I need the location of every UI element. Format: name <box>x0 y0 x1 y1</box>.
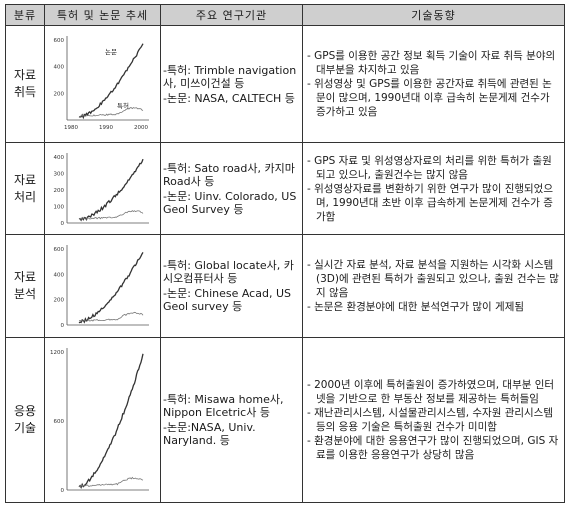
y-tick-label: 400 <box>54 155 65 161</box>
institution-item: -논문: NASA, CALTECH 등 <box>163 91 295 105</box>
trend-item: - 재난관리시스템, 시설물관리시스템, 수자원 관리시스템 등의 응용 기술은… <box>307 407 553 433</box>
institutions-cell: -특허: Sato road사, 카지마 Road사 등 -논문: Uinv. C… <box>160 142 303 235</box>
category-label: 취득 <box>13 85 37 99</box>
y-tick-label: 600 <box>54 419 65 425</box>
y-tick-label: 100 <box>54 204 65 210</box>
series-label: 특허 <box>117 101 129 110</box>
trend-item: - 논문은 환경분야에 대한 분석연구가 많이 게제됨 <box>307 301 525 313</box>
institution-item: -특허: Trimble navigation사, 미쓰이건설 등 <box>163 63 297 90</box>
y-tick-label: 0 <box>61 221 65 227</box>
header-row: 분류 특허 및 논문 추세 주요 연구기관 기술동향 <box>5 4 565 26</box>
y-tick-label: 200 <box>54 298 65 304</box>
series-label: 논문 <box>105 48 117 56</box>
category-label: 분석 <box>13 287 37 301</box>
trend-cell: - 2000년 이후에 특허출원이 증가하였으며, 대부분 인터넷을 기반으로 … <box>302 337 565 503</box>
patent-series-line <box>78 476 144 487</box>
category-label: 자료 <box>13 270 37 284</box>
institution-item: -논문: Chinese Acad, US Geol survey 등 <box>163 287 291 313</box>
category-label: 응용 <box>13 404 37 418</box>
patent-series-line <box>78 311 144 322</box>
y-tick-label: 0 <box>61 323 65 329</box>
x-tick-label: 2000 <box>134 125 148 131</box>
trend-cell: - GPS 자료 및 위성영상자료의 처리를 위한 특허가 출원되고 있으나, … <box>302 142 565 235</box>
trend-chart: 1200 600 0 <box>50 348 149 494</box>
institution-item: -논문: Uinv. Colorado, US Geol Survey 등 <box>163 189 297 216</box>
y-tick-label: 600 <box>54 247 65 253</box>
y-tick-label: 200 <box>54 188 65 194</box>
patent-series-line <box>78 209 144 220</box>
x-tick-label: 1980 <box>64 125 78 131</box>
y-tick-label: 400 <box>54 272 65 278</box>
y-tick-label: 600 <box>54 38 65 44</box>
trend-item: - 환경분야에 대한 응용연구가 많이 진행되었으며, GIS 자료를 이용한 … <box>307 435 559 461</box>
paper-series-line <box>78 158 144 222</box>
header-trend: 기술동향 <box>302 4 565 26</box>
category-label: 자료 <box>13 68 37 82</box>
y-tick-label: 400 <box>54 65 65 71</box>
chart-cell: 400 300 200 100 0 <box>44 142 161 235</box>
trend-chart: 600 400 200 0 <box>54 245 149 329</box>
y-tick-label: 200 <box>54 91 65 97</box>
paper-series-line <box>78 43 144 120</box>
category-label: 기술 <box>13 421 37 435</box>
trend-item: - 위성영상 및 GPS를 이용한 공간자료 취득에 관련된 논문이 많으며, … <box>307 78 552 118</box>
institution-item: -특허: Sato road사, 카지마 Road사 등 <box>163 161 295 188</box>
trend-cell: - GPS를 이용한 공간 정보 획득 기술이 자료 취득 분야의 대부분을 차… <box>302 25 565 143</box>
header-chart: 특허 및 논문 추세 <box>44 4 161 26</box>
trend-item: - GPS를 이용한 공간 정보 획득 기술이 자료 취득 분야의 대부분을 차… <box>307 50 556 76</box>
paper-series-line <box>78 252 144 324</box>
patent-series-line <box>78 107 144 117</box>
trend-chart: 400 300 200 100 0 <box>54 152 149 227</box>
y-tick-label: 0 <box>61 488 65 494</box>
y-tick-label: 1200 <box>50 350 64 356</box>
institutions-cell: -특허: Global locate사, 카시오컴퓨터사 등 -논문: Chine… <box>160 234 303 338</box>
institutions-cell: -특허: Misawa home사, Nippon Elcetric사 등 -논문… <box>160 337 303 503</box>
trend-item: - GPS 자료 및 위성영상자료의 처리를 위한 특허가 출원되고 있으나, … <box>307 154 552 181</box>
paper-series-line <box>78 353 144 489</box>
y-tick-label: 300 <box>54 171 65 177</box>
chart-cell: 600 400 200 0 <box>44 234 161 338</box>
institution-item: -논문:NASA, Univ. Naryland. 등 <box>163 421 256 447</box>
x-tick-label: 1990 <box>99 125 113 131</box>
chart-cell: 1200 600 0 <box>44 337 161 503</box>
institution-item: -특허: Misawa home사, Nippon Elcetric사 등 <box>163 393 284 419</box>
trend-cell: - 실시간 자료 분석, 자료 분석을 지원하는 시각화 시스템(3D)에 관련… <box>302 234 565 338</box>
trend-item: - 실시간 자료 분석, 자료 분석을 지원하는 시각화 시스템(3D)에 관련… <box>307 259 559 299</box>
category-label: 처리 <box>13 189 37 204</box>
institution-item: -특허: Global locate사, 카시오컴퓨터사 등 <box>163 259 294 285</box>
institutions-cell: -특허: Trimble navigation사, 미쓰이건설 등 -논문: NA… <box>160 25 303 143</box>
header-category: 분류 <box>5 4 45 26</box>
tech-trend-table: 분류 특허 및 논문 추세 주요 연구기관 기술동향 자료 취득 600 400 20… <box>5 4 565 503</box>
trend-item: - 위성영상자료를 변환하기 위한 연구가 많이 진행되었으며, 1990년대 … <box>307 182 553 223</box>
category-label: 자료 <box>13 172 37 187</box>
trend-item: - 2000년 이후에 특허출원이 증가하였으며, 대부분 인터넷을 기반으로 … <box>307 379 555 405</box>
header-institutions: 주요 연구기관 <box>160 4 303 26</box>
